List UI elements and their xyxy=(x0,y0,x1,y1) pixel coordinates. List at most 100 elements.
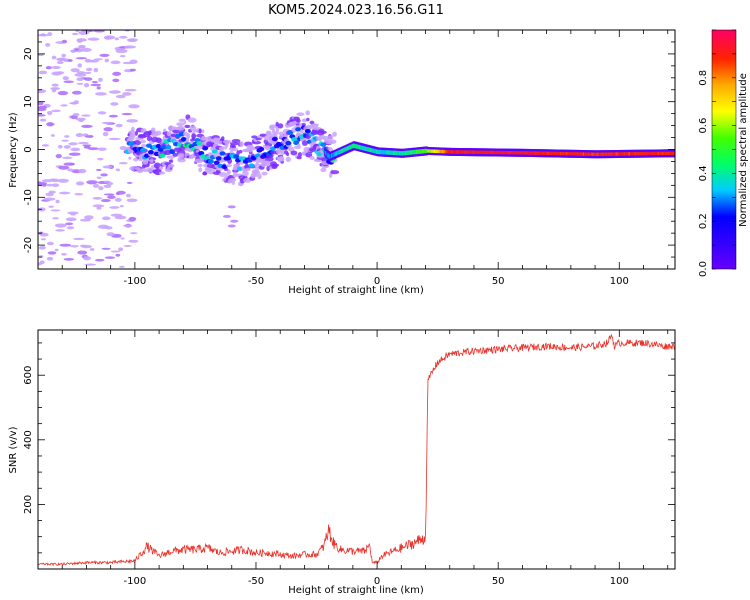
x-tick-label: -100 xyxy=(124,276,147,287)
spectrogram-speckle xyxy=(104,256,116,259)
spectrogram-speckle xyxy=(84,135,94,138)
spectrogram-speckle xyxy=(110,60,121,65)
spectrogram-core xyxy=(159,153,166,158)
spectrogram-blob xyxy=(280,149,285,156)
spectrogram-blob xyxy=(278,155,285,162)
spectrogram-speckle xyxy=(51,65,61,70)
spectrogram-blob xyxy=(222,139,232,144)
spectrogram-speckle xyxy=(68,142,78,146)
spectrogram-blob xyxy=(330,170,340,175)
spectrogram-speckle xyxy=(54,248,59,252)
spectrogram-speckle xyxy=(103,35,116,40)
spectrogram-speckle xyxy=(101,216,111,221)
spectrogram-speckle xyxy=(84,77,93,81)
spectrogram-core xyxy=(140,147,147,153)
spectrogram-blob xyxy=(168,159,173,163)
spectrogram-speckle xyxy=(106,232,115,237)
spectrogram-blob xyxy=(306,124,312,131)
spectrogram-speckle xyxy=(76,71,86,75)
spectrogram-speckle xyxy=(76,82,84,85)
spectrogram-speckle xyxy=(99,53,110,57)
spectrogram-core xyxy=(304,128,311,134)
spectrogram-speckle xyxy=(87,37,100,41)
spectrogram-blob xyxy=(320,167,327,173)
spectrogram-blob xyxy=(168,163,175,168)
spectrogram-speckle xyxy=(59,243,72,247)
spectrogram-speckle xyxy=(103,127,113,132)
spectrogram-speckle xyxy=(97,157,104,161)
spectrogram-blob xyxy=(227,224,236,228)
spectrogram-blob xyxy=(177,158,186,163)
spectrogram-speckle xyxy=(38,89,47,94)
spectrogram-speckle xyxy=(109,206,120,209)
spectrogram-speckle xyxy=(102,132,109,137)
spectrogram-speckle xyxy=(115,123,123,128)
spectrogram-core xyxy=(213,160,220,165)
spectrogram-speckle xyxy=(69,101,79,105)
spectrogram-speckle xyxy=(115,48,128,54)
spectrogram-blob xyxy=(191,133,197,139)
spectrogram-speckle xyxy=(67,211,79,215)
spectrogram-blob xyxy=(153,162,161,169)
x-tick-label: 100 xyxy=(610,576,629,587)
spectrogram-speckle xyxy=(121,112,133,116)
spectrogram-speckle xyxy=(72,32,79,36)
spectrogram-blob xyxy=(183,120,187,125)
spectrogram-blob xyxy=(218,172,228,177)
spectrogram-blob xyxy=(172,152,179,157)
colorbar-tick-label: 0.4 xyxy=(698,165,709,181)
spectrogram-speckle xyxy=(84,215,94,220)
spectrogram-speckle xyxy=(83,256,92,261)
spectrogram-speckle xyxy=(47,32,53,37)
spectrogram-blob xyxy=(198,128,202,134)
spectrogram-speckle xyxy=(126,198,138,203)
spectrogram-speckle xyxy=(74,48,79,51)
spectrogram-speckle xyxy=(103,193,115,196)
spectrogram-speckle xyxy=(110,213,123,217)
spectrogram-speckle xyxy=(77,141,89,145)
spectrogram-blob xyxy=(277,123,284,129)
spectrogram-blob xyxy=(309,147,317,152)
spectrogram-blob xyxy=(301,140,308,146)
spectrogram-speckle xyxy=(83,83,90,88)
spectrogram-blob xyxy=(297,143,301,148)
spectrogram-speckle xyxy=(81,124,93,129)
spectrogram-blob xyxy=(233,166,238,171)
spectrogram-blob xyxy=(286,152,290,157)
x-tick-label: -100 xyxy=(124,576,147,587)
spectrogram-speckle xyxy=(40,238,47,241)
spectrogram-blob xyxy=(140,139,146,144)
spectrogram-speckle xyxy=(71,90,82,95)
spectrogram-blob xyxy=(155,137,162,144)
spectrogram-blob xyxy=(158,171,166,175)
spectrogram-speckle xyxy=(47,251,57,255)
colorbar-tick-label: 0.2 xyxy=(698,213,709,229)
spectrogram-blob xyxy=(249,146,257,151)
spectrogram-speckle xyxy=(45,65,52,70)
spectrogram-speckle xyxy=(70,115,78,120)
spectrogram-blob xyxy=(253,169,258,174)
spectrogram-blob xyxy=(150,158,154,163)
spectrogram-speckle xyxy=(75,133,84,138)
spectrogram-blob xyxy=(311,123,319,127)
spectrogram-speckle xyxy=(122,92,132,96)
spectrogram-blob xyxy=(172,129,181,134)
spectrogram-speckle xyxy=(72,113,80,117)
spectrogram-speckle xyxy=(51,88,57,93)
spectrogram-speckle xyxy=(120,237,125,240)
spectrogram-speckle xyxy=(84,71,92,74)
spectrogram-speckle xyxy=(47,110,53,116)
spectrogram-speckle xyxy=(122,224,133,227)
spectrogram-speckle xyxy=(108,114,119,118)
x-tick-label: 100 xyxy=(610,276,629,287)
spectrogram-blob xyxy=(301,118,308,123)
spectrogram-speckle xyxy=(91,80,99,84)
spectrogram-speckle xyxy=(97,111,107,115)
x-tick-label: 0 xyxy=(374,576,380,587)
spectrogram-speckle xyxy=(64,135,70,138)
y-tick-label: 200 xyxy=(23,495,34,514)
spectrogram-speckle xyxy=(52,217,59,220)
spectrogram-speckle xyxy=(65,217,77,222)
spectrogram-blob xyxy=(134,130,139,136)
